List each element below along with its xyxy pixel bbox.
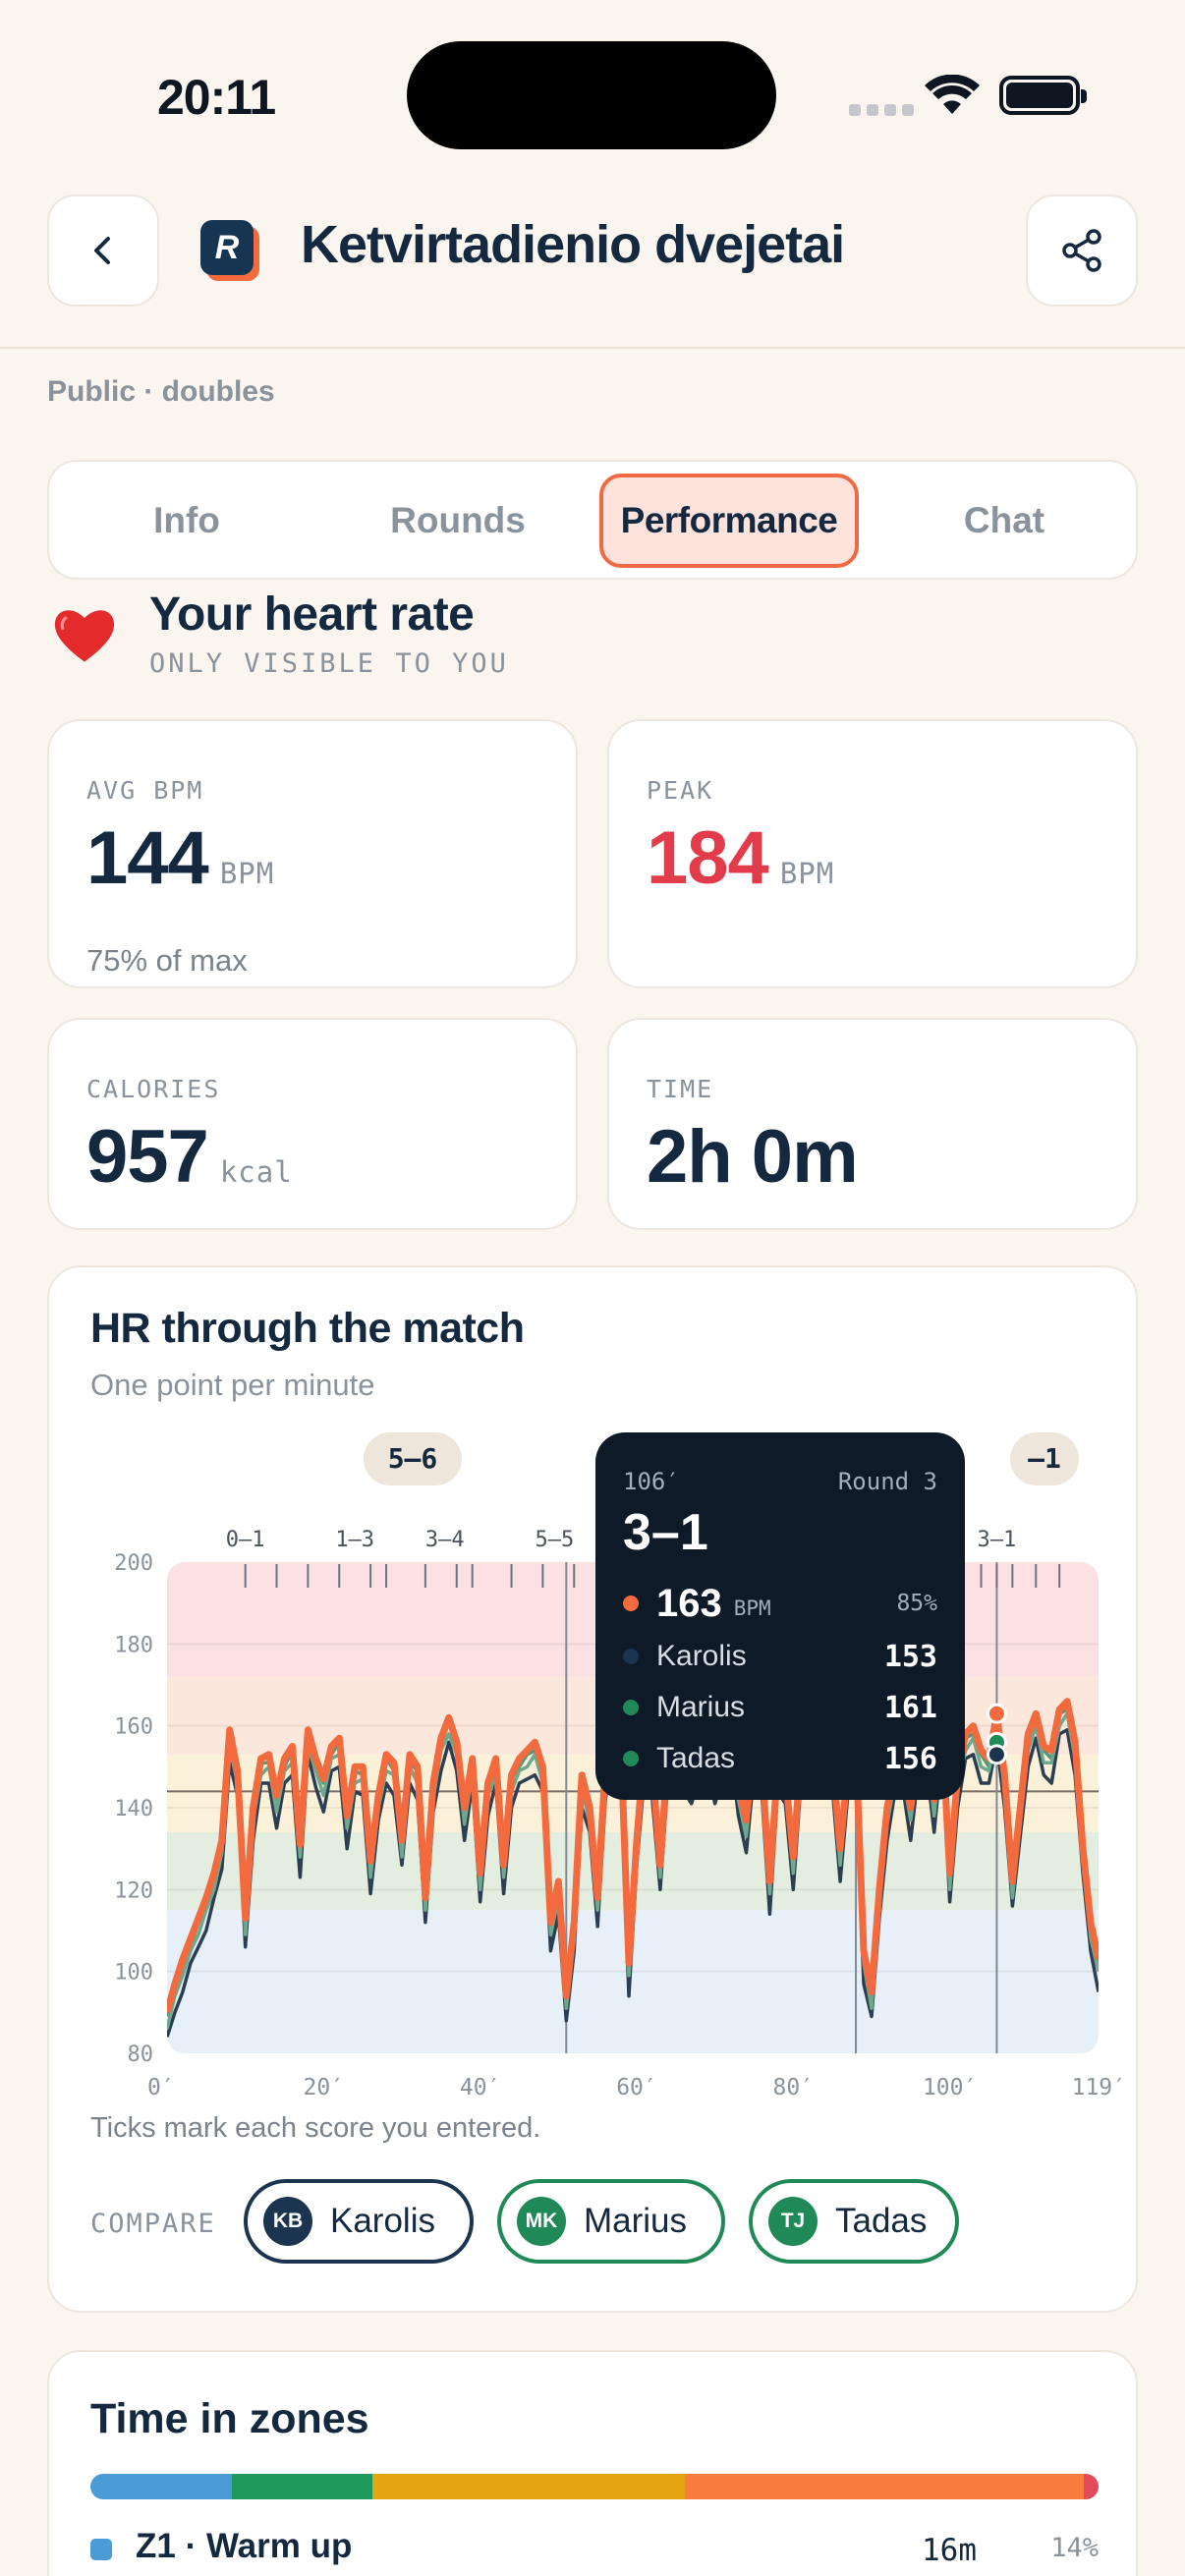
peak-label: PEAK: [647, 776, 714, 805]
hover-point-3: [986, 1744, 1007, 1765]
avg-bpm-note: 75% of max: [86, 943, 248, 978]
round-pill-label: 5–6: [388, 1442, 438, 1475]
heart-rate-title: Your heart rate: [149, 588, 475, 641]
peak-value: 184 BPM: [647, 816, 835, 900]
hr-chart-card: HR through the match One point per minut…: [47, 1265, 1138, 2313]
cellular-signal-icon: [849, 104, 914, 116]
score-label: 0–1: [226, 1528, 265, 1552]
back-button[interactable]: [47, 195, 159, 307]
x-tick-label: 100′: [923, 2075, 977, 2100]
time-value: 2h 0m: [647, 1115, 859, 1199]
zone-segment-3: [372, 2474, 686, 2499]
x-tick-label: 80′: [773, 2075, 815, 2100]
zone-segment-1: [90, 2474, 232, 2499]
share-icon: [1062, 229, 1101, 272]
zone-swatch: [90, 2539, 112, 2560]
tooltip-you-row: 163 BPM 85%: [623, 1578, 937, 1629]
tab-bar: Info Rounds Performance Chat: [47, 460, 1138, 580]
zones-title: Time in zones: [90, 2395, 369, 2442]
tooltip-minute: 106′: [623, 1468, 680, 1495]
tooltip-round: Round 3: [837, 1468, 937, 1495]
status-bar: 20:11: [0, 0, 1185, 187]
tooltip-row-tadas: Tadas 156: [623, 1733, 937, 1784]
score-label: 3–4: [425, 1528, 465, 1552]
tooltip-score: 3–1: [623, 1504, 708, 1561]
zone-row-z1[interactable]: Z1 · Warm up 16m 14%: [90, 2525, 1099, 2574]
peak-bpm-card: PEAK 184 BPM: [607, 719, 1138, 988]
avatar: KB: [263, 2197, 312, 2246]
tab-performance[interactable]: Performance: [599, 474, 859, 568]
y-tick-label: 160: [114, 1715, 153, 1740]
wifi-icon: [925, 75, 980, 114]
time-card: TIME 2h 0m: [607, 1018, 1138, 1230]
event-visibility: Public · doubles: [47, 375, 275, 408]
score-label: 3–1: [978, 1528, 1017, 1552]
tooltip-row-karolis: Karolis 153: [623, 1631, 937, 1682]
compare-chip-marius[interactable]: MK Marius: [497, 2179, 725, 2264]
heart-rate-privacy-note: ONLY VISIBLE TO YOU: [149, 648, 509, 679]
zone-segment-5: [1083, 2474, 1099, 2499]
zone-time: 16m: [922, 2533, 977, 2568]
page-title: Ketvirtadienio dvejetai: [301, 215, 845, 274]
y-tick-label: 80: [128, 2043, 154, 2067]
tab-info[interactable]: Info: [153, 500, 220, 540]
status-time: 20:11: [157, 70, 276, 125]
avatar: MK: [517, 2197, 566, 2246]
chevron-left-icon: [94, 237, 110, 264]
zone-name: Z1 · Warm up: [136, 2527, 353, 2565]
avatar: TJ: [768, 2197, 818, 2246]
x-tick-label: 40′: [460, 2075, 501, 2100]
compare-chip-tadas[interactable]: TJ Tadas: [749, 2179, 959, 2264]
round-pill-label: –1: [1028, 1442, 1061, 1475]
round-pill-1: [364, 1432, 462, 1485]
zone-segment-2: [231, 2474, 373, 2499]
x-tick-label: 60′: [616, 2075, 657, 2100]
tooltip-you-bpm: 163: [656, 1581, 722, 1625]
dynamic-island: [407, 41, 776, 149]
time-in-zones-card: Time in zones Z1 · Warm up 16m 14%: [47, 2350, 1138, 2576]
compare-label: COMPARE: [90, 2209, 216, 2239]
tab-rounds[interactable]: Rounds: [390, 500, 526, 540]
tooltip-row-marius: Marius 161: [623, 1682, 937, 1733]
avg-bpm-label: AVG BPM: [86, 776, 204, 805]
calories-value: 957 kcal: [86, 1115, 293, 1199]
score-label: 5–5: [535, 1528, 574, 1552]
compare-chip-karolis[interactable]: KB Karolis: [244, 2179, 474, 2264]
heart-icon: [54, 610, 115, 662]
zones-bar: [90, 2474, 1099, 2499]
time-label: TIME: [647, 1075, 714, 1103]
avg-bpm-value: 144 BPM: [86, 816, 275, 900]
score-label: 1–3: [335, 1528, 374, 1552]
peak-unit: BPM: [779, 857, 835, 890]
calories-card: CALORIES 957 kcal: [47, 1018, 578, 1230]
chart-subtitle: One point per minute: [90, 1368, 375, 1402]
header-divider: [0, 347, 1185, 349]
calories-unit: kcal: [219, 1155, 293, 1189]
y-tick-label: 120: [114, 1878, 153, 1903]
calories-label: CALORIES: [86, 1075, 221, 1103]
share-button[interactable]: [1026, 195, 1138, 307]
y-tick-label: 100: [114, 1961, 153, 1986]
x-tick-label: 0′: [147, 2075, 175, 2100]
battery-icon: [999, 76, 1087, 115]
hr-chart[interactable]: 0–1 1–3 3–4 5–5 3–1 5–6 –1 200 180 160 140 120 100 80…: [49, 1405, 1140, 2112]
zone-segment-4: [685, 2474, 1084, 2499]
y-tick-label: 200: [114, 1551, 153, 1576]
chart-note: Ticks mark each score you entered.: [90, 2112, 541, 2144]
chart-title: HR through the match: [90, 1305, 525, 1352]
chart-tooltip: 106′ Round 3 3–1 163 BPM 85% Karolis 153…: [595, 1432, 965, 1800]
tooltip-pct: 85%: [896, 1591, 937, 1616]
x-tick-label: 20′: [304, 2075, 345, 2100]
avg-bpm-unit: BPM: [219, 857, 275, 890]
tooltip-bpm-unit: BPM: [733, 1596, 771, 1620]
y-tick-label: 180: [114, 1633, 153, 1657]
hover-point-1: [986, 1703, 1007, 1724]
y-tick-label: 140: [114, 1797, 153, 1821]
round-pill-2: [1010, 1432, 1079, 1485]
app-logo: R: [200, 220, 259, 281]
tab-chat[interactable]: Chat: [963, 500, 1045, 540]
zone-pct: 14%: [1050, 2533, 1099, 2563]
x-tick-label: 119′: [1072, 2075, 1126, 2100]
avg-bpm-card: AVG BPM 144 BPM 75% of max: [47, 719, 578, 988]
